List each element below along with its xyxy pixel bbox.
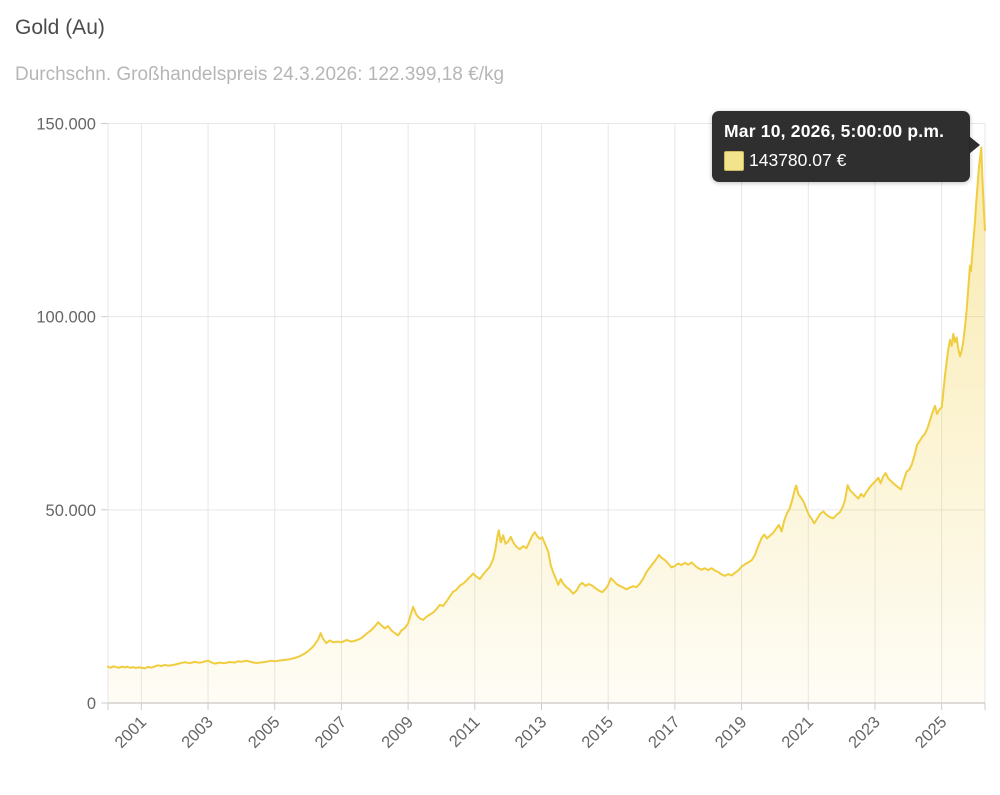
x-axis-tick-label: 2003 (178, 713, 217, 752)
tooltip-value-row: 143780.07 € (724, 150, 958, 171)
x-axis-tick-label: 2021 (778, 713, 817, 752)
chart-title: Gold (Au) (15, 16, 105, 39)
y-axis-tick-label: 0 (87, 695, 96, 713)
x-axis-tick-label: 2015 (578, 713, 617, 752)
series-line[interactable] (107, 146, 986, 670)
tooltip-arrow (969, 136, 980, 154)
x-axis-tick-label: 2005 (245, 713, 284, 752)
x-axis-tick-label: 2007 (312, 713, 351, 752)
x-axis-tick-label: 2001 (111, 713, 150, 752)
x-axis-tick-label: 2017 (645, 713, 684, 752)
series-area-fill (108, 147, 985, 703)
x-axis-tick-label: 2019 (712, 713, 751, 752)
x-axis-tick-label: 2023 (845, 713, 884, 752)
tooltip-value: 143780.07 € (749, 150, 847, 170)
y-axis-tick-label: 50.000 (46, 502, 96, 520)
tooltip-date: Mar 10, 2026, 5:00:00 p.m. (724, 121, 945, 141)
y-axis-tick-label: 150.000 (36, 116, 96, 134)
y-axis-tick-label: 100.000 (36, 309, 96, 327)
chart-subtitle: Durchschn. Großhandelspreis 24.3.2026: 1… (15, 64, 505, 85)
x-axis-tick-label: 2009 (378, 713, 417, 752)
tooltip: Mar 10, 2026, 5:00:00 p.m. 143780.07 € (712, 111, 980, 182)
x-axis-tick-label: 2025 (912, 713, 951, 752)
series-color-swatch (724, 150, 744, 171)
x-axis-tick-label: 2011 (446, 713, 484, 751)
x-axis-tick-label: 2013 (512, 713, 551, 752)
